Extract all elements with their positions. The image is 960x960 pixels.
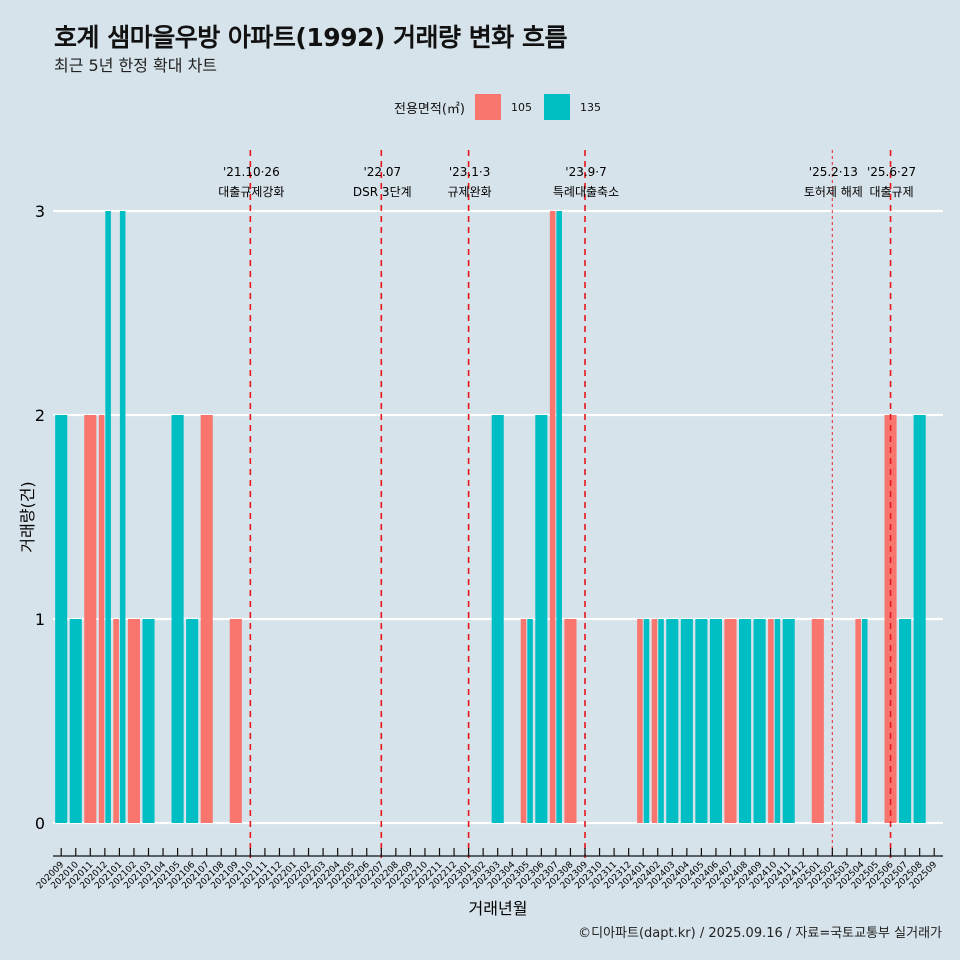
bar-135-202409 [753, 619, 766, 823]
bar-135-202305 [527, 619, 533, 823]
legend-title: 전용면적(㎡) [394, 101, 465, 117]
bar-135-202403 [666, 619, 679, 823]
event-date: '25.2·13 [809, 165, 858, 179]
bar-135-202306 [535, 415, 548, 823]
legend-key-135 [543, 94, 570, 120]
chart-subtitle: 최근 5년 한정 확대 차트 [54, 56, 218, 75]
bar-135-202404 [680, 619, 693, 823]
bar-135-202411 [782, 619, 795, 823]
bar-135-202508 [913, 415, 926, 823]
bar-135-202012 [105, 211, 111, 823]
y-tick-label: 2 [35, 406, 45, 425]
bar-105-202401 [637, 619, 643, 823]
bar-105-202307 [549, 211, 556, 823]
bar-135-202406 [709, 619, 722, 823]
footer-credit: ©디아파트(dapt.kr) / 2025.09.16 / 자료=국토교통부 실… [578, 926, 942, 941]
event-label: DSR 3단계 [353, 185, 412, 199]
event-label: 규제완화 [448, 185, 492, 199]
bar-105-202402 [651, 619, 658, 823]
bar-135-202401 [643, 619, 650, 823]
event-label: 대출규제강화 [218, 185, 284, 199]
bar-105-202109 [229, 619, 242, 823]
bar-135-202410 [774, 619, 781, 823]
bars [55, 211, 926, 823]
event-lines [249, 150, 892, 858]
bar-105-202305 [520, 619, 527, 823]
bar-135-202303 [491, 415, 504, 823]
y-axis-ticks: 0 1 2 3 [35, 202, 45, 833]
bar-135-202103 [142, 619, 155, 823]
bar-105-202410 [768, 619, 774, 823]
bar-135-202101 [119, 211, 126, 823]
event-annotations: '21.10·26 대출규제강화 '22.07 DSR 3단계 '23.1·3 규제완화 '… [218, 165, 916, 199]
bar-135-202009 [55, 415, 68, 823]
x-axis-label: 거래년월 [469, 899, 528, 918]
bar-135-202105 [171, 415, 184, 823]
bar-105-202101 [113, 619, 119, 823]
bar-135-202504 [861, 619, 868, 823]
bar-105-202308 [564, 619, 577, 823]
chart-title: 호계 샘마을우방 아파트(1992) 거래량 변화 흐름 [54, 23, 567, 52]
bar-135-202405 [695, 619, 708, 823]
y-tick-label: 3 [35, 202, 45, 221]
y-tick-label: 0 [35, 814, 45, 833]
bar-135-202307 [556, 211, 562, 823]
legend-key-105 [474, 94, 501, 120]
bar-135-202106 [186, 619, 199, 823]
event-date: '22.07 [363, 165, 401, 179]
bar-135-202507 [899, 619, 912, 823]
event-date: '25.6·27 [867, 165, 916, 179]
event-date: '23.1·3 [449, 165, 490, 179]
bar-105-202107 [200, 415, 213, 823]
bar-105-202102 [127, 619, 140, 823]
bar-105-202501 [811, 619, 824, 823]
event-date: '21.10·26 [223, 165, 280, 179]
bar-135-202408 [739, 619, 752, 823]
legend: 전용면적(㎡) 105 135 [394, 94, 613, 120]
x-axis: 2020092020102020112020122021012021022021… [35, 848, 943, 891]
bar-105-202504 [855, 619, 861, 823]
event-date: '23.9·7 [565, 165, 606, 179]
bar-105-202506 [884, 415, 897, 823]
event-label: 토허제 해제 [804, 185, 863, 199]
bar-135-202010 [69, 619, 82, 823]
bar-105-202011 [84, 415, 97, 823]
y-axis-label: 거래량(건) [18, 481, 37, 552]
legend-label-135: 135 [579, 100, 601, 114]
legend-label-105: 105 [510, 100, 532, 114]
bar-105-202407 [724, 619, 737, 823]
bar-105-202012 [98, 415, 105, 823]
bar-135-202402 [658, 619, 664, 823]
event-label: 특례대출축소 [553, 185, 619, 199]
event-label: 대출규제 [869, 185, 913, 199]
y-tick-label: 1 [35, 610, 45, 629]
